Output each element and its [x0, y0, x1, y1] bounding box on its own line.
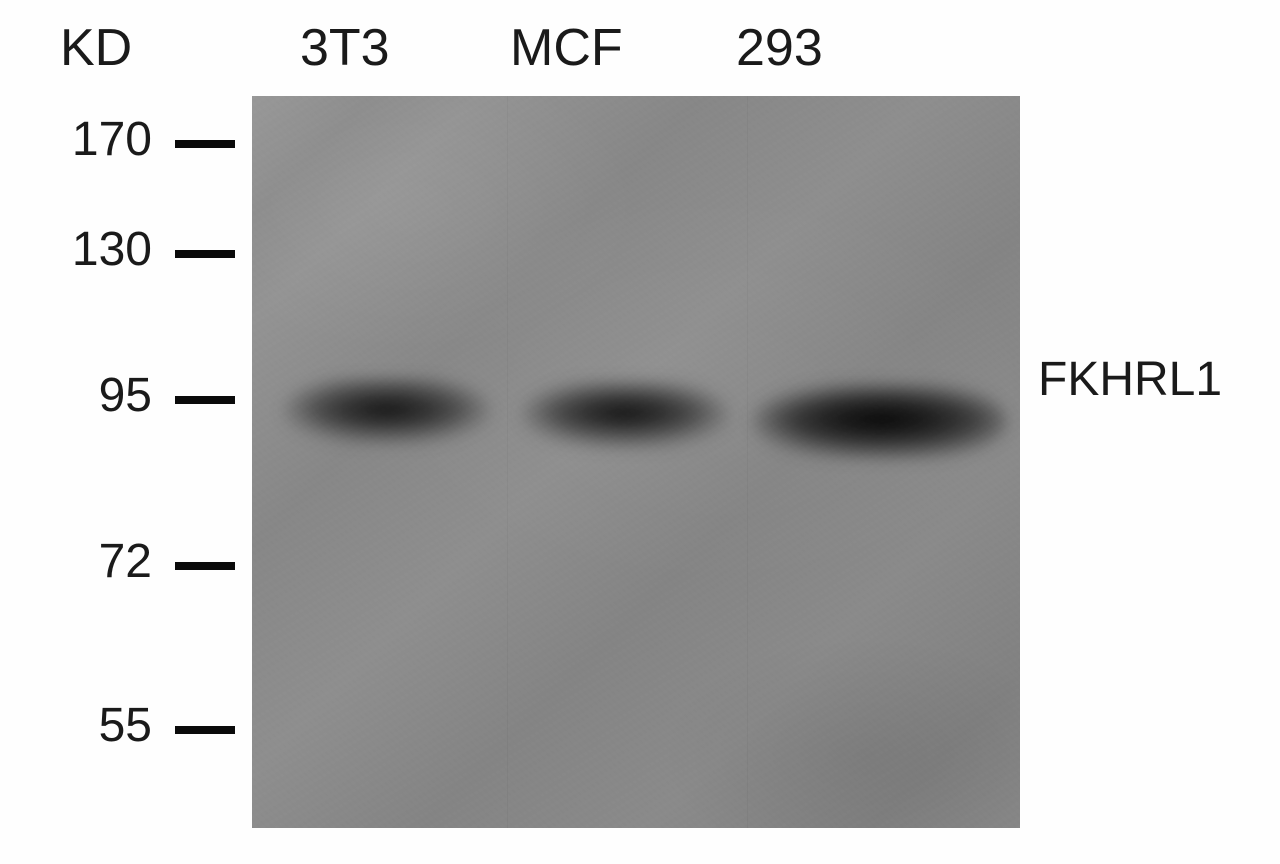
kd-header: KD	[60, 18, 132, 78]
lane-label-3t3: 3T3	[300, 18, 390, 78]
lane-label-mcf: MCF	[510, 18, 623, 78]
western-blot-figure: KD 3T3 MCF 293 170 130 95 72 55 FKHRL1	[0, 0, 1280, 864]
band-3t3	[282, 378, 492, 446]
mw-label: 95	[42, 368, 152, 423]
lane-separator	[747, 96, 748, 828]
mw-label: 130	[42, 222, 152, 277]
mw-label: 72	[42, 534, 152, 589]
mw-tick	[175, 250, 235, 258]
mw-tick	[175, 562, 235, 570]
blot-membrane	[252, 96, 1020, 828]
mw-label: 55	[42, 698, 152, 753]
lane-label-293: 293	[736, 18, 823, 78]
mw-tick	[175, 140, 235, 148]
band-293	[752, 382, 1007, 460]
mw-label: 170	[42, 112, 152, 167]
mw-tick	[175, 726, 235, 734]
mw-tick	[175, 396, 235, 404]
target-protein-label: FKHRL1	[1038, 352, 1222, 407]
lane-separator	[507, 96, 508, 828]
band-mcf	[520, 380, 730, 450]
